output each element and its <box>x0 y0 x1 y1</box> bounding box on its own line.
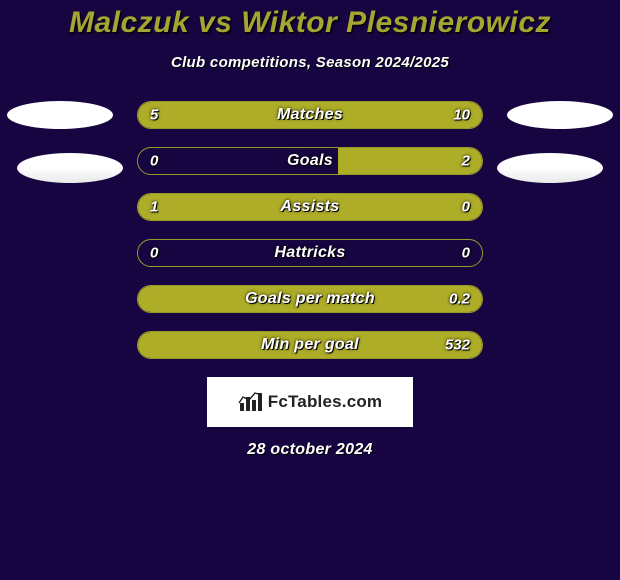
bar-row-min-per-goal: Min per goal 532 <box>137 331 483 359</box>
bar-row-assists: 1 Assists 0 <box>137 193 483 221</box>
player-left-ellipse-2 <box>17 153 123 183</box>
subtitle: Club competitions, Season 2024/2025 <box>0 54 620 71</box>
page-title: Malczuk vs Wiktor Plesnierowicz <box>0 6 620 40</box>
bar-value-left: 0 <box>150 245 158 262</box>
bar-fill-left <box>138 286 482 312</box>
bar-row-matches: 5 Matches 10 <box>137 101 483 129</box>
chart-icon <box>238 391 264 413</box>
stats-zone: 5 Matches 10 0 Goals 2 1 Assists 0 <box>0 101 620 359</box>
bar-fill-right <box>241 102 482 128</box>
player-left-ellipse-1 <box>7 101 113 129</box>
bar-fill-left <box>138 332 482 358</box>
bar-fill-left <box>138 102 241 128</box>
logo: FcTables.com <box>238 391 383 413</box>
bar-fill-left <box>138 194 482 220</box>
bar-row-hattricks: 0 Hattricks 0 <box>137 239 483 267</box>
bar-label: Hattricks <box>138 244 482 262</box>
date-line: 28 october 2024 <box>0 441 620 459</box>
logo-box: FcTables.com <box>207 377 413 427</box>
player-right-ellipse-2 <box>497 153 603 183</box>
bars-container: 5 Matches 10 0 Goals 2 1 Assists 0 <box>137 101 483 359</box>
bar-value-right: 0 <box>462 245 470 262</box>
comparison-infographic: Malczuk vs Wiktor Plesnierowicz Club com… <box>0 0 620 580</box>
bar-row-goals: 0 Goals 2 <box>137 147 483 175</box>
bar-row-goals-per-match: Goals per match 0.2 <box>137 285 483 313</box>
logo-text: FcTables.com <box>268 392 383 412</box>
bar-value-left: 0 <box>150 153 158 170</box>
player-right-ellipse-1 <box>507 101 613 129</box>
bar-fill-right <box>338 148 482 174</box>
